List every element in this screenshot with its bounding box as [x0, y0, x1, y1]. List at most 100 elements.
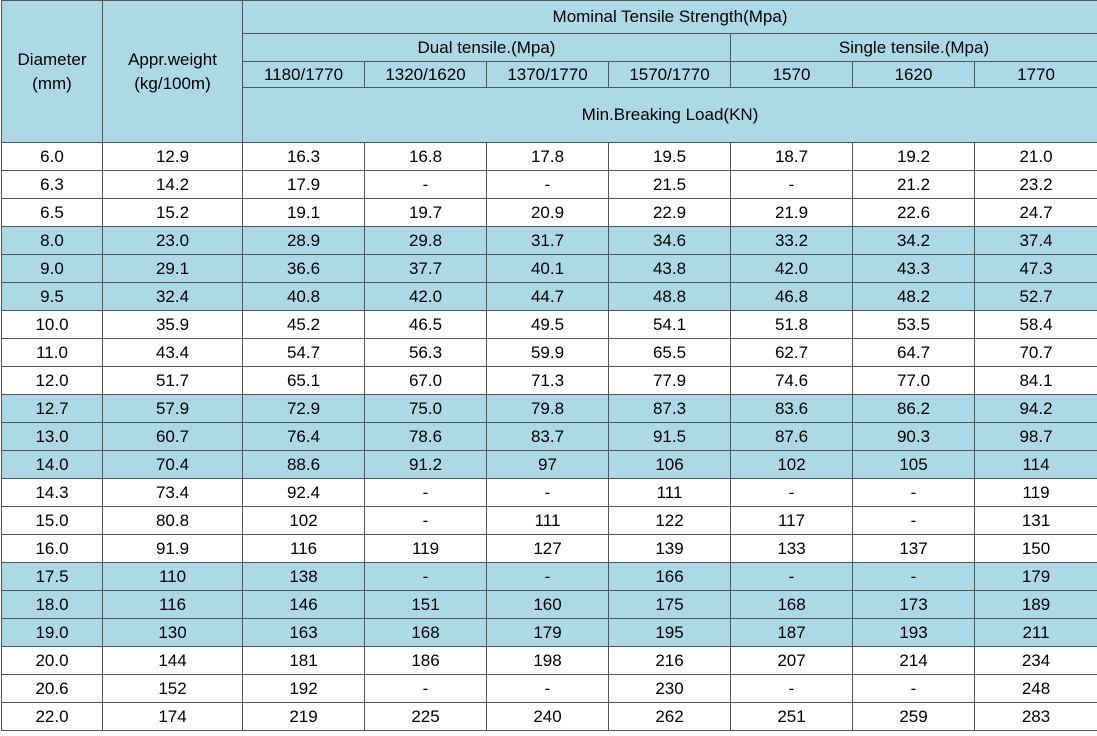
weight-cell: 144 [102, 646, 243, 675]
breaking-load-cell: 16.3 [242, 142, 365, 171]
table-row: 14.3 73.4 92.4- -111- -119 [1, 478, 1097, 507]
breaking-load-cell: 23.2 [973, 170, 1097, 199]
breaking-load-cell: 44.7 [486, 282, 609, 311]
breaking-load-cell: 42.0 [730, 254, 853, 283]
breaking-load-cell: - [486, 674, 609, 703]
weight-cell: 51.7 [102, 366, 243, 395]
breaking-load-cell: 22.9 [608, 198, 731, 227]
breaking-load-cell: 87.3 [608, 394, 731, 423]
breaking-load-cell: 248 [973, 674, 1097, 703]
table-row: 6.0 12.9 16.3 16.8 17.8 19.5 18.7 19.2 21.0 [1, 142, 1097, 171]
breaking-load-cell: 163 [242, 618, 365, 647]
breaking-load-cell: 21.0 [973, 142, 1097, 171]
weight-cell: 57.9 [102, 394, 243, 423]
diameter-cell: 10.0 [1, 310, 103, 339]
weight-cell: 23.0 [102, 226, 243, 255]
grade-header: 1370/1770 [486, 61, 609, 88]
breaking-load-cell: 195 [608, 618, 731, 647]
grade-header: 1620 [852, 61, 975, 88]
breaking-load-cell: 74.6 [730, 366, 853, 395]
breaking-load-cell: 102 [242, 506, 365, 535]
breaking-load-cell: 54.7 [242, 338, 365, 367]
table-row: 14.0 70.4 88.6 91.2 97 106 102 105 114 [1, 450, 1097, 479]
diameter-cell: 15.0 [1, 506, 103, 535]
breaking-load-cell: 189 [973, 590, 1097, 619]
breaking-load-cell: - [486, 478, 609, 507]
table-row: 18.0 116 146 151 160 175 168 173 189 [1, 590, 1097, 619]
weight-header-label: Appr.weight [128, 49, 217, 69]
breaking-load-cell: 36.6 [242, 254, 365, 283]
breaking-load-cell: 168 [364, 618, 487, 647]
breaking-load-cell: 19.1 [242, 198, 365, 227]
breaking-load-cell: 262 [608, 702, 731, 731]
breaking-load-cell: 139 [608, 534, 731, 563]
breaking-load-cell: 56.3 [364, 338, 487, 367]
breaking-load-cell: 79.8 [486, 394, 609, 423]
breaking-load-cell: 91.5 [608, 422, 731, 451]
weight-cell: 73.4 [102, 478, 243, 507]
breaking-load-cell: 240 [486, 702, 609, 731]
breaking-load-cell: 111 [486, 506, 609, 535]
weight-cell: 60.7 [102, 422, 243, 451]
breaking-load-cell: 131 [973, 506, 1097, 535]
breaking-load-cell: 175 [608, 590, 731, 619]
breaking-load-cell: 88.6 [242, 450, 365, 479]
weight-header-unit: (kg/100m) [134, 73, 211, 93]
breaking-load-cell: 179 [486, 618, 609, 647]
breaking-load-cell: - [364, 170, 487, 199]
weight-cell: 29.1 [102, 254, 243, 283]
breaking-load-cell: 198 [486, 646, 609, 675]
breaking-load-cell: 138 [242, 562, 365, 591]
table-row: 20.0 144 181 186 198 216 207 214 234 [1, 646, 1097, 675]
table-row: 10.0 35.9 45.2 46.5 49.5 54.1 51.8 53.5 58.4 [1, 310, 1097, 339]
breaking-load-cell: 16.8 [364, 142, 487, 171]
diameter-cell: 14.3 [1, 478, 103, 507]
breaking-load-cell: 225 [364, 702, 487, 731]
breaking-load-cell: 42.0 [364, 282, 487, 311]
breaking-load-cell: - [730, 562, 853, 591]
breaking-load-cell: 37.7 [364, 254, 487, 283]
breaking-load-cell: 21.2 [852, 170, 975, 199]
diameter-cell: 12.7 [1, 394, 103, 423]
breaking-load-cell: 34.6 [608, 226, 731, 255]
breaking-load-cell: 214 [852, 646, 975, 675]
table-row: 15.0 80.8 102-111 122 117-131 [1, 506, 1097, 535]
breaking-load-cell: 119 [364, 534, 487, 563]
table-body: 6.0 12.9 16.3 16.8 17.8 19.5 18.7 19.2 21.0 6.3 14… [1, 142, 1097, 731]
single-tensile-header: Single tensile.(Mpa) [729, 33, 1097, 62]
weight-cell: 43.4 [102, 338, 243, 367]
breaking-load-cell: 111 [608, 478, 731, 507]
diameter-cell: 9.0 [1, 254, 103, 283]
breaking-load-cell: 94.2 [973, 394, 1097, 423]
breaking-load-cell: 187 [730, 618, 853, 647]
breaking-load-cell: 193 [852, 618, 975, 647]
breaking-load-cell: 37.4 [973, 226, 1097, 255]
breaking-load-cell: - [852, 674, 975, 703]
grade-header: 1570 [730, 61, 853, 88]
breaking-load-cell: 106 [608, 450, 731, 479]
weight-cell: 174 [102, 702, 243, 731]
diameter-cell: 20.0 [1, 646, 103, 675]
breaking-load-cell: 40.1 [486, 254, 609, 283]
breaking-load-cell: - [364, 562, 487, 591]
breaking-load-cell: - [486, 562, 609, 591]
breaking-load-cell: 29.8 [364, 226, 487, 255]
breaking-load-cell: 46.5 [364, 310, 487, 339]
weight-cell: 70.4 [102, 450, 243, 479]
breaking-load-cell: 19.5 [608, 142, 731, 171]
breaking-load-cell: 283 [973, 702, 1097, 731]
breaking-load-cell: 64.7 [852, 338, 975, 367]
breaking-load-cell: 46.8 [730, 282, 853, 311]
diameter-cell: 17.5 [1, 562, 103, 591]
breaking-load-cell: 87.6 [730, 422, 853, 451]
breaking-load-cell: - [852, 478, 975, 507]
table-row: 9.5 32.4 40.8 42.0 44.7 48.8 46.8 48.2 52.7 [1, 282, 1097, 311]
diameter-cell: 6.5 [1, 198, 103, 227]
table-row: 13.0 60.7 76.4 78.6 83.7 91.5 87.6 90.3 98.7 [1, 422, 1097, 451]
breaking-load-cell: 20.9 [486, 198, 609, 227]
grade-header: 1320/1620 [364, 61, 487, 88]
breaking-load-cell: 77.9 [608, 366, 731, 395]
breaking-load-cell: 17.9 [242, 170, 365, 199]
breaking-load-cell: 65.5 [608, 338, 731, 367]
